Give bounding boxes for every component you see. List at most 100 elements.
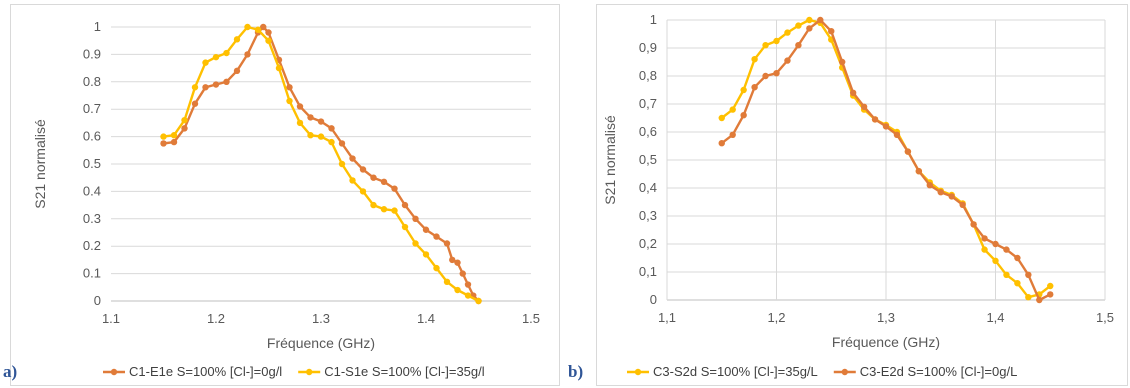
y-tick-label: 0,1 xyxy=(639,264,657,279)
data-point xyxy=(181,125,188,132)
chart-panel-b: 0 0,1 0,2 0,3 0,4 0,5 0,6 0,7 0,8 0,9 1 1,1 1,2 1,3 1,… xyxy=(596,4,1128,386)
data-point xyxy=(1014,280,1021,287)
data-point xyxy=(937,189,944,196)
y-tick-label: 0,8 xyxy=(639,68,657,83)
data-point xyxy=(170,132,178,139)
data-point xyxy=(449,256,456,264)
data-point xyxy=(454,286,461,294)
y-tick-label: 1 xyxy=(94,19,101,34)
data-point xyxy=(948,193,955,200)
data-point xyxy=(359,188,367,195)
data-point xyxy=(839,58,846,66)
data-point xyxy=(223,49,230,57)
y-tick-label: 0.2 xyxy=(83,238,101,253)
data-point xyxy=(740,112,747,119)
chart-panel-a: 0 0.1 0.2 0.3 0.4 0.5 0.6 0.7 0.8 0.9 1 1.1 1.2 1.3 1.… xyxy=(10,4,560,386)
data-point xyxy=(454,259,461,266)
y-tick-label: 0.4 xyxy=(83,183,101,198)
x-tick-label: 1,5 xyxy=(1096,310,1114,325)
data-point xyxy=(370,174,377,181)
legend-marker xyxy=(634,368,642,376)
legend-marker xyxy=(110,368,118,376)
data-point xyxy=(784,29,791,36)
data-point xyxy=(349,177,356,184)
data-point xyxy=(992,257,999,264)
data-point xyxy=(212,81,220,88)
data-point xyxy=(795,42,802,49)
y-tick-label: 0.9 xyxy=(83,46,101,61)
data-point xyxy=(762,42,769,49)
data-point xyxy=(915,168,923,175)
data-point xyxy=(849,89,857,97)
data-point xyxy=(1047,282,1054,290)
y-tick-label: 0,9 xyxy=(639,40,657,55)
data-point xyxy=(349,155,356,162)
data-point xyxy=(317,118,325,125)
y-tick-label: 0 xyxy=(650,292,657,307)
data-point xyxy=(433,264,440,272)
data-point xyxy=(1047,291,1054,298)
y-tick-label: 0,2 xyxy=(639,236,657,251)
data-point xyxy=(1014,254,1021,262)
panel-label-b: b) xyxy=(568,362,584,381)
x-tick-label: 1,4 xyxy=(986,310,1004,325)
data-point xyxy=(981,246,988,253)
data-point xyxy=(718,114,725,122)
data-point xyxy=(718,140,725,147)
data-point xyxy=(370,201,377,209)
data-point xyxy=(265,37,272,44)
y-axis-title: S21 normalisé xyxy=(602,115,618,205)
data-point xyxy=(422,251,430,258)
legend-label: C1-S1e S=100% [Cl-]=35g/l xyxy=(324,364,485,379)
y-tick-label: 1 xyxy=(650,12,657,27)
x-tick-label: 1.1 xyxy=(102,311,120,326)
chart-a: 0 0.1 0.2 0.3 0.4 0.5 0.6 0.7 0.8 0.9 1 1.1 1.2 1.3 1.… xyxy=(32,19,540,379)
data-point xyxy=(773,70,780,77)
data-point xyxy=(871,116,879,123)
x-tick-label: 1.2 xyxy=(207,311,225,326)
data-point xyxy=(338,140,346,147)
data-point xyxy=(338,160,346,168)
y-tick-label: 0,6 xyxy=(639,124,657,139)
data-point xyxy=(926,182,933,189)
data-point xyxy=(244,51,251,58)
data-point xyxy=(1003,246,1010,253)
x-tick-label: 1,1 xyxy=(658,310,676,325)
data-point xyxy=(433,233,440,240)
y-tick-label: 0.3 xyxy=(83,211,101,226)
data-point xyxy=(1003,271,1010,278)
y-tick-label: 0.6 xyxy=(83,129,101,144)
data-point xyxy=(265,29,272,36)
data-point xyxy=(784,57,791,64)
data-point xyxy=(1025,294,1032,301)
data-point xyxy=(475,297,482,305)
data-point xyxy=(443,240,451,247)
data-point xyxy=(260,23,267,31)
legend-marker xyxy=(306,368,313,376)
data-point xyxy=(391,207,398,214)
data-point xyxy=(1025,271,1032,278)
data-point xyxy=(170,138,178,146)
data-point xyxy=(160,140,167,147)
data-point xyxy=(459,270,466,277)
data-point xyxy=(254,26,262,33)
data-point xyxy=(443,278,451,286)
data-point xyxy=(401,201,409,209)
data-point xyxy=(181,116,188,124)
data-point xyxy=(233,36,241,43)
y-tick-label: 0,5 xyxy=(639,152,657,167)
data-point xyxy=(422,226,430,233)
data-point xyxy=(223,78,230,86)
data-point xyxy=(729,131,736,138)
chart-b: 0 0,1 0,2 0,3 0,4 0,5 0,6 0,7 0,8 0,9 1 1,1 1,2 1,3 1,… xyxy=(602,12,1114,379)
data-point xyxy=(806,16,813,24)
data-point xyxy=(828,28,835,35)
y-tick-label: 0.7 xyxy=(83,101,101,116)
data-point xyxy=(893,131,901,138)
data-point xyxy=(751,84,758,91)
data-point xyxy=(401,223,409,231)
data-point xyxy=(359,166,367,173)
data-point xyxy=(380,206,388,213)
panel-label-a: a) xyxy=(3,362,18,381)
data-point xyxy=(904,148,912,155)
